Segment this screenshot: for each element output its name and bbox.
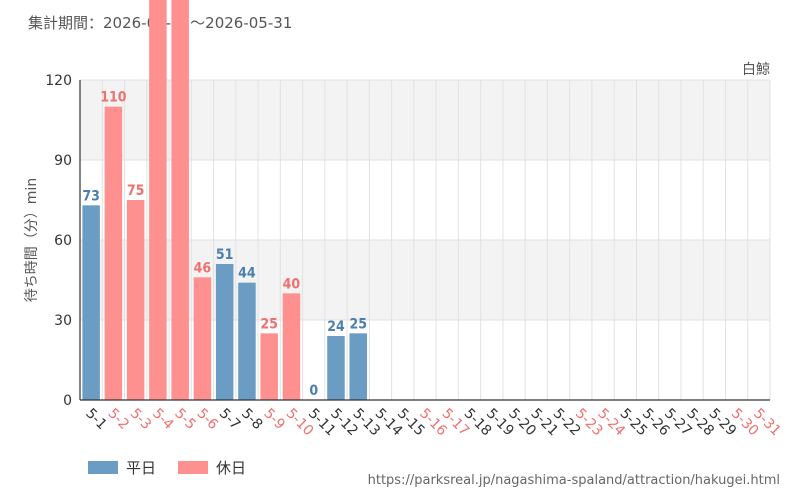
bar-value-label: 75 [127,183,145,199]
bar-5-13 [349,333,367,400]
bar-value-label: 73 [82,188,100,204]
bar-value-label: 51 [216,247,234,263]
bar-5-1 [82,205,100,400]
bar-5-5 [171,0,189,400]
bar-value-label: 0 [309,383,318,399]
bar-5-2 [104,106,123,401]
source-url[interactable]: https://parksreal.jp/nagashima-spaland/a… [367,473,780,488]
x-tick-label: 5-3 [127,406,154,433]
bar-5-4 [149,0,167,400]
y-axis-label: 待ち時間（分）min [24,178,40,302]
legend-item-holiday[interactable]: 休日 [178,457,246,478]
legend-swatch-weekday [88,461,118,474]
y-tick-label: 120 [45,73,72,89]
bar-5-10 [282,293,301,400]
bar-value-label: 25 [349,316,367,332]
x-tick-label: 5-9 [260,406,287,433]
chart-title: 白鯨 [742,62,770,78]
x-tick-label: 5-6 [194,406,222,434]
y-tick-label: 60 [54,233,72,249]
bar-5-12 [327,336,345,400]
bar-value-label: 40 [283,276,301,292]
bar-5-8 [238,282,256,400]
bar-value-label: 46 [194,260,212,276]
y-tick-label: 30 [54,313,72,329]
bar-value-label: 110 [100,90,127,106]
legend: 平日 休日 [88,457,268,478]
legend-swatch-holiday [178,461,209,474]
y-tick-label: 0 [63,393,72,409]
y-tick-label: 90 [54,153,72,169]
bar-5-3 [126,200,145,400]
bar-value-label: 24 [327,319,345,335]
legend-label-holiday: 休日 [216,459,247,477]
x-tick-label: 5-1 [82,406,109,433]
x-tick-label: 5-8 [238,406,265,433]
bar-5-6 [193,277,212,400]
bar-5-7 [215,264,234,400]
grid-band [80,80,770,160]
x-tick-label: 5-5 [171,406,198,433]
bar-value-label: 25 [260,316,278,332]
legend-label-weekday: 平日 [126,459,157,477]
x-tick-label: 5-4 [149,406,177,434]
x-tick-label: 5-7 [216,406,243,433]
bar-5-9 [260,333,278,400]
legend-item-weekday[interactable]: 平日 [88,457,156,478]
x-tick-label: 5-2 [105,406,132,433]
bar-value-label: 44 [238,266,256,282]
